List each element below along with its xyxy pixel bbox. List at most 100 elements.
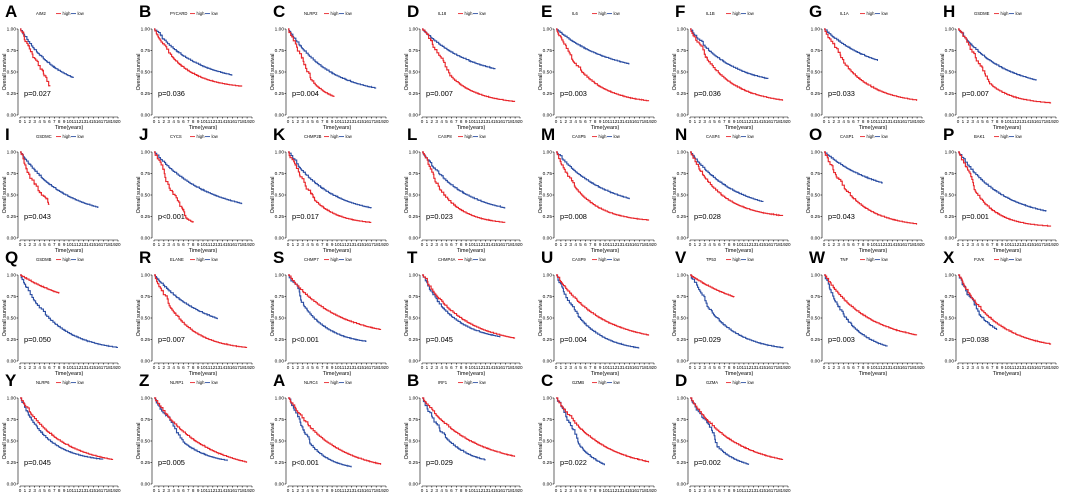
x-tick-label: 3 xyxy=(569,365,572,370)
y-tick-label: 0.25 xyxy=(677,214,687,220)
x-tick-label: 14 xyxy=(220,365,226,370)
x-tick-label: 0 xyxy=(421,119,424,124)
x-tick-label: 10 xyxy=(468,365,474,370)
x-tick-label: 10 xyxy=(468,488,474,492)
y-axis-label: Overall survival xyxy=(672,177,678,214)
legend-low-label: low xyxy=(212,380,219,385)
legend-low-label: low xyxy=(614,380,621,385)
x-tick-label: 20 xyxy=(919,365,925,370)
x-axis-label: Time(years) xyxy=(725,125,754,131)
x-tick-label: 18 xyxy=(776,488,782,492)
x-tick-label: 8 xyxy=(460,488,463,492)
legend-low-label: low xyxy=(614,257,621,262)
x-tick-label: 8 xyxy=(996,242,999,247)
x-tick-label: 3 xyxy=(167,242,170,247)
legend-high-label: high xyxy=(1001,134,1010,139)
y-tick-label: 0.75 xyxy=(543,294,553,300)
x-tick-label: 2 xyxy=(967,242,970,247)
x-tick-label: 9 xyxy=(599,365,602,370)
x-tick-label: 11 xyxy=(206,119,211,124)
x-tick-label: 19 xyxy=(245,365,251,370)
low-expression-curve xyxy=(556,397,605,466)
y-tick-label: 0.50 xyxy=(945,316,955,322)
p-value: p=0.004 xyxy=(292,89,319,98)
y-tick-label: 0.75 xyxy=(811,171,821,177)
x-axis-label: Time(years) xyxy=(189,371,218,377)
x-tick-label: 9 xyxy=(465,488,468,492)
y-tick-label: 0.25 xyxy=(543,91,553,97)
x-tick-label: 10 xyxy=(334,488,340,492)
x-tick-label: 18 xyxy=(910,365,916,370)
x-tick-label: 9 xyxy=(1001,119,1004,124)
x-tick-label: 17 xyxy=(1039,242,1045,247)
x-tick-label: 12 xyxy=(1014,365,1020,370)
x-tick-label: 0 xyxy=(689,119,692,124)
x-tick-label: 13 xyxy=(751,488,757,492)
y-tick-label: 0.00 xyxy=(409,359,419,365)
x-tick-label: 19 xyxy=(513,488,519,492)
x-axis-label: Time(years) xyxy=(55,371,84,377)
x-tick-label: 7 xyxy=(589,488,592,492)
x-tick-label: 14 xyxy=(1024,119,1030,124)
x-tick-label: 14 xyxy=(86,119,92,124)
p-value: p=0.007 xyxy=(962,89,989,98)
legend-high-label: high xyxy=(465,257,474,262)
x-tick-label: 17 xyxy=(101,365,107,370)
x-tick-label: 17 xyxy=(637,365,643,370)
x-tick-label: 1 xyxy=(24,119,27,124)
x-tick-label: 2 xyxy=(565,488,568,492)
panel-letter: M xyxy=(541,125,555,144)
y-tick-label: 1.00 xyxy=(409,27,419,33)
x-tick-label: 8 xyxy=(996,119,999,124)
legend-high-label: high xyxy=(63,380,72,385)
x-tick-label: 6 xyxy=(852,119,855,124)
legend-low-label: low xyxy=(78,134,85,139)
x-tick-label: 18 xyxy=(776,242,782,247)
x-tick-label: 8 xyxy=(728,488,731,492)
y-axis-label: Overall survival xyxy=(940,54,946,91)
x-tick-label: 10 xyxy=(870,119,876,124)
y-tick-label: 0.25 xyxy=(811,91,821,97)
x-tick-label: 7 xyxy=(857,365,860,370)
x-tick-label: 9 xyxy=(63,119,66,124)
x-tick-label: 13 xyxy=(81,119,87,124)
x-tick-label: 2 xyxy=(297,242,300,247)
x-tick-label: 5 xyxy=(579,242,582,247)
gene-label: GZMB xyxy=(572,380,584,385)
legend-high-label: high xyxy=(331,134,340,139)
x-axis-label: Time(years) xyxy=(189,125,218,131)
p-value: p=0.003 xyxy=(560,89,587,98)
p-value: p<0.001 xyxy=(158,212,185,221)
x-axis-label: Time(years) xyxy=(993,248,1022,254)
x-tick-label: 11 xyxy=(340,488,345,492)
x-tick-label: 16 xyxy=(900,242,906,247)
x-tick-label: 15 xyxy=(359,365,365,370)
x-tick-label: 4 xyxy=(574,488,577,492)
x-tick-label: 10 xyxy=(736,119,742,124)
x-tick-label: 6 xyxy=(718,242,721,247)
x-tick-label: 7 xyxy=(455,242,458,247)
x-tick-label: 0 xyxy=(823,119,826,124)
x-tick-label: 9 xyxy=(197,242,200,247)
legend-low-label: low xyxy=(614,134,621,139)
x-tick-label: 13 xyxy=(617,365,623,370)
x-tick-label: 10 xyxy=(66,365,72,370)
x-tick-label: 17 xyxy=(503,242,509,247)
x-tick-label: 6 xyxy=(852,365,855,370)
y-tick-label: 0.50 xyxy=(7,70,17,76)
x-tick-label: 0 xyxy=(287,119,290,124)
panel-letter: K xyxy=(273,125,286,144)
y-tick-label: 0.50 xyxy=(409,316,419,322)
x-tick-label: 12 xyxy=(76,242,82,247)
x-tick-label: 13 xyxy=(483,365,489,370)
x-tick-label: 16 xyxy=(766,365,772,370)
legend-high-label: high xyxy=(331,257,340,262)
y-tick-label: 0.25 xyxy=(543,460,553,466)
x-tick-label: 2 xyxy=(297,488,300,492)
x-tick-label: 4 xyxy=(172,488,175,492)
legend-low-label: low xyxy=(748,380,755,385)
x-tick-label: 3 xyxy=(33,365,36,370)
high-expression-curve xyxy=(556,397,650,463)
